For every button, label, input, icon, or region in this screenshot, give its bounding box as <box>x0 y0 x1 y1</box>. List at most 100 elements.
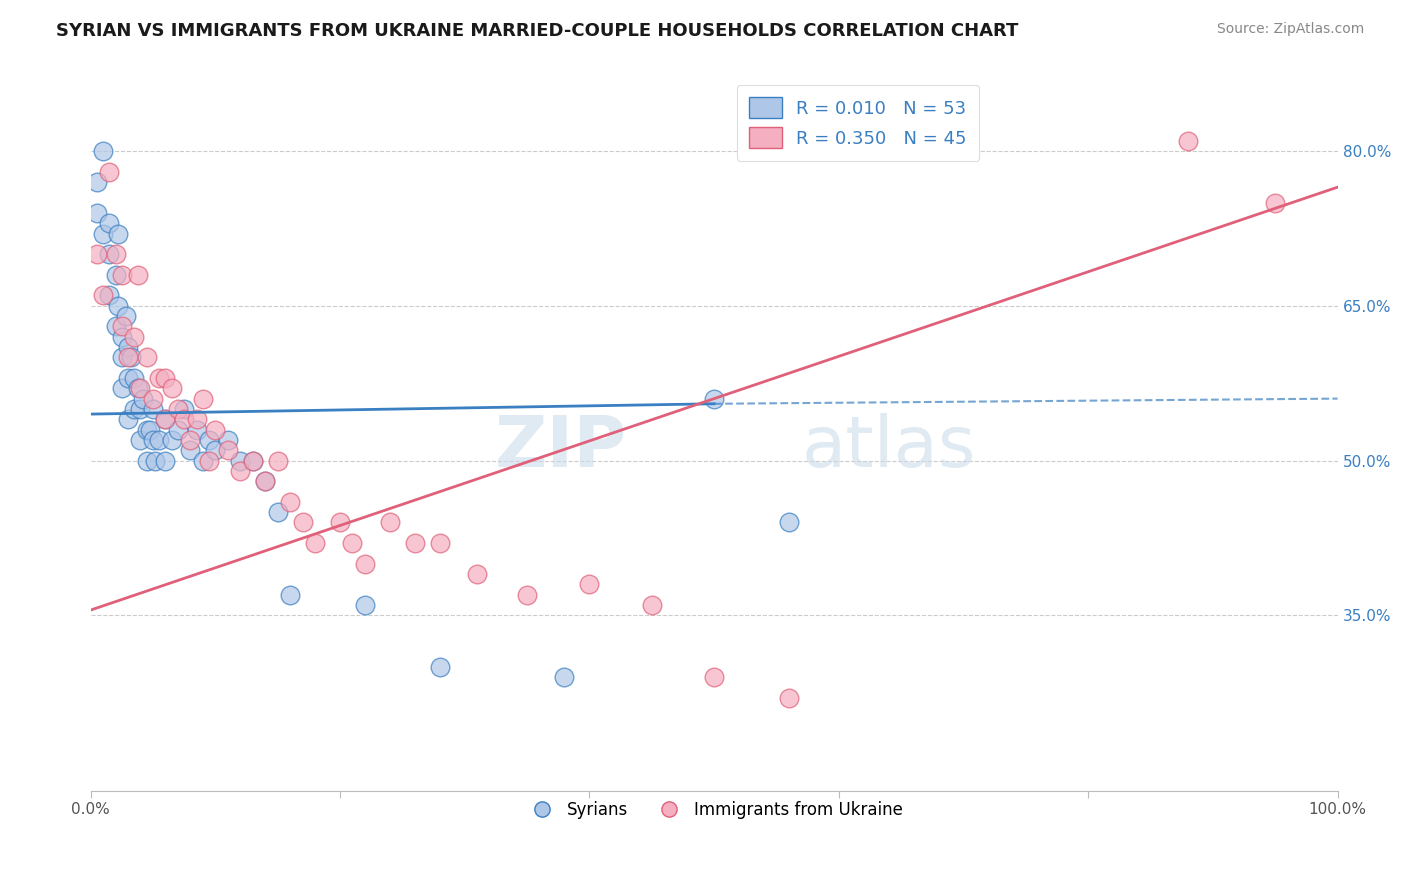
Point <box>111 381 134 395</box>
Point <box>155 412 177 426</box>
Point <box>198 433 221 447</box>
Point <box>91 144 114 158</box>
Point <box>1264 195 1286 210</box>
Point <box>91 227 114 241</box>
Point <box>155 412 177 426</box>
Legend: Syrians, Immigrants from Ukraine: Syrians, Immigrants from Ukraine <box>519 794 910 826</box>
Point <box>641 598 664 612</box>
Point <box>117 371 139 385</box>
Text: Source: ZipAtlas.com: Source: ZipAtlas.com <box>1216 22 1364 37</box>
Point <box>142 433 165 447</box>
Point <box>142 392 165 406</box>
Point <box>91 288 114 302</box>
Point <box>139 423 162 437</box>
Point <box>145 453 167 467</box>
Point <box>107 227 129 241</box>
Point <box>127 381 149 395</box>
Point <box>204 443 226 458</box>
Point <box>111 329 134 343</box>
Point <box>173 412 195 426</box>
Point <box>342 536 364 550</box>
Point <box>778 516 800 530</box>
Point <box>114 309 136 323</box>
Point <box>429 536 451 550</box>
Point <box>354 557 377 571</box>
Point <box>229 453 252 467</box>
Point <box>142 401 165 416</box>
Point <box>304 536 326 550</box>
Point <box>107 299 129 313</box>
Point <box>104 268 127 282</box>
Point <box>86 175 108 189</box>
Point <box>167 423 190 437</box>
Point <box>117 412 139 426</box>
Point <box>173 401 195 416</box>
Point <box>254 474 277 488</box>
Point <box>98 247 121 261</box>
Point <box>429 660 451 674</box>
Point <box>122 371 145 385</box>
Point <box>229 464 252 478</box>
Point <box>160 433 183 447</box>
Point <box>404 536 426 550</box>
Point <box>553 670 575 684</box>
Point <box>266 505 288 519</box>
Point <box>1177 134 1199 148</box>
Point <box>179 443 201 458</box>
Point <box>98 216 121 230</box>
Point <box>703 392 725 406</box>
Point <box>266 453 288 467</box>
Point <box>191 392 214 406</box>
Point <box>578 577 600 591</box>
Point <box>104 319 127 334</box>
Point <box>117 351 139 365</box>
Text: ZIP: ZIP <box>495 413 627 482</box>
Point <box>135 351 157 365</box>
Point <box>204 423 226 437</box>
Point <box>111 319 134 334</box>
Text: atlas: atlas <box>801 413 976 482</box>
Point <box>122 401 145 416</box>
Point <box>254 474 277 488</box>
Point <box>703 670 725 684</box>
Point <box>242 453 264 467</box>
Point <box>278 495 301 509</box>
Point <box>148 371 170 385</box>
Point <box>104 247 127 261</box>
Point <box>186 412 208 426</box>
Point <box>198 453 221 467</box>
Point <box>135 453 157 467</box>
Point <box>135 423 157 437</box>
Point <box>117 340 139 354</box>
Point <box>278 588 301 602</box>
Point <box>129 381 152 395</box>
Point <box>129 401 152 416</box>
Point <box>242 453 264 467</box>
Point <box>354 598 377 612</box>
Point <box>111 351 134 365</box>
Point <box>291 516 314 530</box>
Point <box>186 423 208 437</box>
Point <box>148 433 170 447</box>
Point <box>217 433 239 447</box>
Point <box>155 453 177 467</box>
Point <box>86 247 108 261</box>
Point <box>179 433 201 447</box>
Point <box>191 453 214 467</box>
Point <box>329 516 352 530</box>
Point <box>120 351 142 365</box>
Point <box>98 164 121 178</box>
Point <box>111 268 134 282</box>
Point <box>155 371 177 385</box>
Point <box>98 288 121 302</box>
Point <box>132 392 155 406</box>
Text: SYRIAN VS IMMIGRANTS FROM UKRAINE MARRIED-COUPLE HOUSEHOLDS CORRELATION CHART: SYRIAN VS IMMIGRANTS FROM UKRAINE MARRIE… <box>56 22 1018 40</box>
Point <box>378 516 401 530</box>
Point <box>86 206 108 220</box>
Point <box>778 690 800 705</box>
Point <box>167 401 190 416</box>
Point <box>160 381 183 395</box>
Point <box>122 329 145 343</box>
Point <box>127 268 149 282</box>
Point <box>516 588 538 602</box>
